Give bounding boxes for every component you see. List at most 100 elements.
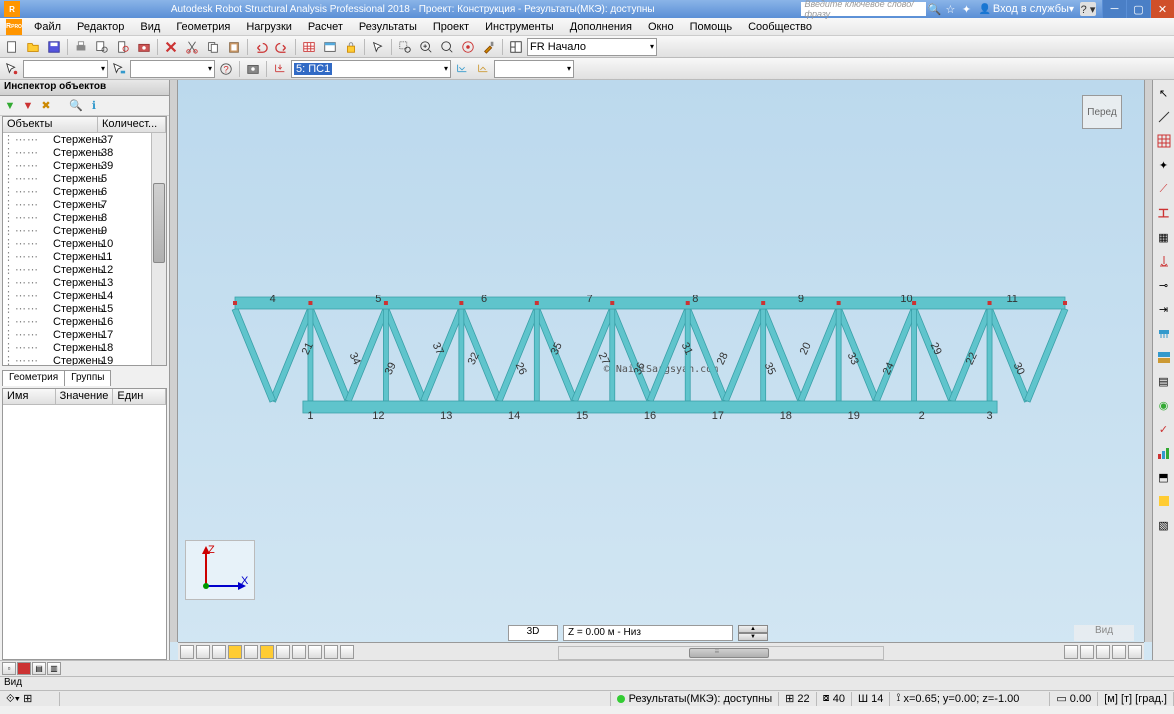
zoom-page-icon[interactable]: [113, 38, 133, 56]
menu-addins[interactable]: Дополнения: [562, 19, 640, 35]
menu-window[interactable]: Окно: [640, 19, 682, 35]
status-mode-icons[interactable]: ⟐▾ ⊞: [0, 692, 60, 706]
vp-btn-10[interactable]: [324, 645, 338, 659]
menu-edit[interactable]: Редактор: [69, 19, 132, 35]
print-icon[interactable]: [71, 38, 91, 56]
rt-material-icon[interactable]: ▦: [1155, 228, 1173, 246]
rt-bar-icon[interactable]: ⟋: [1155, 180, 1173, 198]
vp-btn-9[interactable]: [308, 645, 322, 659]
filter-x-icon[interactable]: ✖: [38, 98, 54, 114]
undo-icon[interactable]: [251, 38, 271, 56]
rt-mass-icon[interactable]: ◉: [1155, 396, 1173, 414]
layout-combo[interactable]: FR Начало: [527, 38, 657, 56]
tab-geometry[interactable]: Геометрия: [2, 370, 65, 386]
settings-icon[interactable]: [479, 38, 499, 56]
vp-btn-r1[interactable]: [1064, 645, 1078, 659]
rt-results-icon[interactable]: [1155, 444, 1173, 462]
loads-icon[interactable]: [270, 60, 290, 78]
mode-sel-combo[interactable]: [494, 60, 574, 78]
col-unit[interactable]: Един: [113, 389, 166, 404]
object-row[interactable]: ⋮⋯⋯Стержень9: [3, 224, 166, 237]
filter-green-icon[interactable]: ▼: [2, 98, 18, 114]
open-icon[interactable]: [23, 38, 43, 56]
bt-4[interactable]: ▥: [47, 662, 61, 675]
bt-1[interactable]: ▫: [2, 662, 16, 675]
filter-red-icon[interactable]: ▼: [20, 98, 36, 114]
vp-btn-r4[interactable]: [1112, 645, 1126, 659]
help-button[interactable]: ? ▾: [1080, 2, 1096, 16]
bt-2[interactable]: [17, 662, 31, 675]
cursor-node-icon[interactable]: [2, 60, 22, 78]
vp-btn-6[interactable]: [260, 645, 274, 659]
table2-icon[interactable]: [320, 38, 340, 56]
viewport-hscroll[interactable]: ≡: [558, 646, 884, 660]
object-row[interactable]: ⋮⋯⋯Стержень5: [3, 172, 166, 185]
snapshot-icon[interactable]: [134, 38, 154, 56]
close-button[interactable]: ✕: [1150, 0, 1174, 18]
tab-groups[interactable]: Группы: [64, 370, 111, 386]
object-row[interactable]: ⋮⋯⋯Стержень39: [3, 159, 166, 172]
rt-combo-icon[interactable]: ▤: [1155, 372, 1173, 390]
rt-support-icon[interactable]: [1155, 252, 1173, 270]
vp-btn-3[interactable]: [212, 645, 226, 659]
object-row[interactable]: ⋮⋯⋯Стержень11: [3, 250, 166, 263]
rt-node-icon[interactable]: ✦: [1155, 156, 1173, 174]
rt-x2-icon[interactable]: ▧: [1155, 516, 1173, 534]
search-go-icon[interactable]: 🔍: [927, 2, 941, 16]
search-input[interactable]: Введите ключевое слово/фразу: [801, 2, 926, 16]
star-icon[interactable]: ☆: [943, 2, 957, 16]
new-icon[interactable]: [2, 38, 22, 56]
object-row[interactable]: ⋮⋯⋯Стержень13: [3, 276, 166, 289]
login-button[interactable]: Вход в службы ▾: [978, 3, 1074, 15]
rt-loadcase-icon[interactable]: [1155, 348, 1173, 366]
save-icon[interactable]: [44, 38, 64, 56]
rt-calc-icon[interactable]: ✓: [1155, 420, 1173, 438]
menu-project[interactable]: Проект: [425, 19, 477, 35]
dynview-icon[interactable]: [458, 38, 478, 56]
screenshot-icon[interactable]: [243, 60, 263, 78]
node-sel-combo[interactable]: [23, 60, 108, 78]
rt-load-icon[interactable]: [1155, 324, 1173, 342]
redo-icon[interactable]: [272, 38, 292, 56]
object-row[interactable]: ⋮⋯⋯Стержень8: [3, 211, 166, 224]
object-row[interactable]: ⋮⋯⋯Стержень37: [3, 133, 166, 146]
menu-results[interactable]: Результаты: [351, 19, 425, 35]
rt-section-icon[interactable]: 工: [1155, 204, 1173, 222]
object-row[interactable]: ⋮⋯⋯Стержень6: [3, 185, 166, 198]
menu-help[interactable]: Помощь: [682, 19, 741, 35]
objlist-scrollbar[interactable]: [151, 133, 166, 365]
view-3d-label[interactable]: 3D: [508, 625, 558, 641]
rt-grid-icon[interactable]: [1155, 132, 1173, 150]
viewport[interactable]: Перед © NairiSargsyan.com 45678910111121…: [170, 80, 1152, 660]
vp-btn-8[interactable]: [292, 645, 306, 659]
object-row[interactable]: ⋮⋯⋯Стержень16: [3, 315, 166, 328]
load-next-icon[interactable]: [473, 60, 493, 78]
zoom-in-icon[interactable]: [416, 38, 436, 56]
object-row[interactable]: ⋮⋯⋯Стержень15: [3, 302, 166, 315]
view-z-spinner[interactable]: ▲▼: [738, 625, 768, 641]
object-row[interactable]: ⋮⋯⋯Стержень19: [3, 354, 166, 365]
delete-icon[interactable]: [161, 38, 181, 56]
object-row[interactable]: ⋮⋯⋯Стержень18: [3, 341, 166, 354]
col-qty[interactable]: Количест...: [98, 117, 166, 132]
menu-view[interactable]: Вид: [132, 19, 168, 35]
vp-btn-r5[interactable]: [1128, 645, 1142, 659]
rt-tool1-icon[interactable]: [1155, 108, 1173, 126]
view-front-button[interactable]: Перед: [1082, 95, 1122, 129]
rt-offset-icon[interactable]: ⇥: [1155, 300, 1173, 318]
menu-tools[interactable]: Инструменты: [477, 19, 562, 35]
help2-icon[interactable]: ?: [216, 60, 236, 78]
vp-btn-r3[interactable]: [1096, 645, 1110, 659]
table1-icon[interactable]: [299, 38, 319, 56]
zoom-window-icon[interactable]: [395, 38, 415, 56]
cut-icon[interactable]: [182, 38, 202, 56]
find-icon[interactable]: 🔍: [68, 98, 84, 114]
object-row[interactable]: ⋮⋯⋯Стержень38: [3, 146, 166, 159]
loadcase-combo[interactable]: 5: ПС1: [291, 60, 451, 78]
rt-release-icon[interactable]: ⊸: [1155, 276, 1173, 294]
object-row[interactable]: ⋮⋯⋯Стержень17: [3, 328, 166, 341]
menu-community[interactable]: Сообщество: [740, 19, 820, 35]
key-icon[interactable]: ✦: [959, 2, 973, 16]
bar-sel-combo[interactable]: [130, 60, 215, 78]
minimize-button[interactable]: ─: [1102, 0, 1126, 18]
